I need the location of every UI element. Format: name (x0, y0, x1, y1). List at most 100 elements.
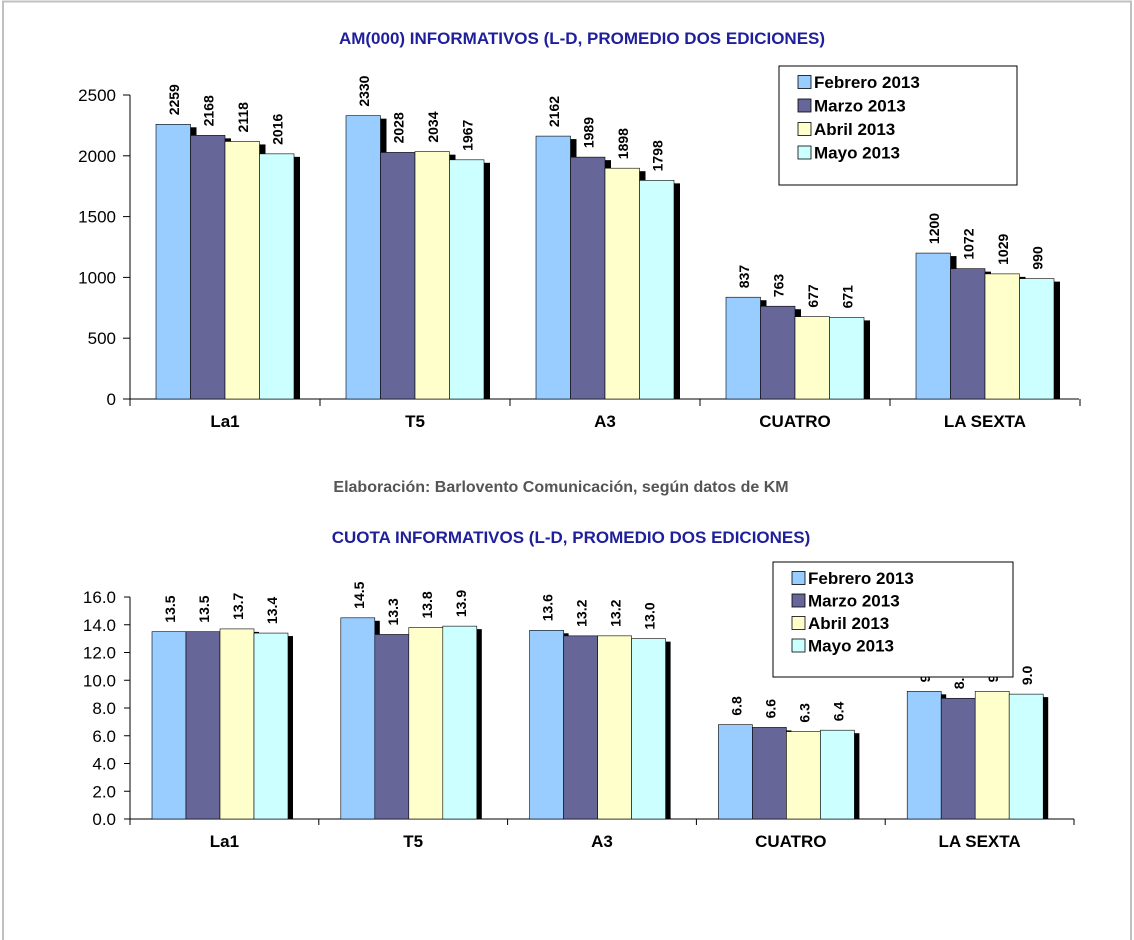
share-data-label: 13.2 (608, 599, 624, 626)
audience-data-label: 837 (736, 265, 752, 289)
audience-legend-box (778, 65, 1018, 186)
share-bar (718, 724, 753, 820)
audience-bar (725, 296, 761, 400)
share-data-label: 13.5 (162, 595, 178, 622)
share-y-tick-label: 8.0 (92, 699, 116, 718)
audience-legend-label: Marzo 2013 (814, 97, 906, 116)
audience-data-label: 2034 (425, 111, 441, 142)
share-y-tick-label: 12.0 (83, 644, 116, 663)
share-legend-swatch (791, 638, 806, 653)
audience-bar (829, 317, 865, 400)
audience-data-label: 1200 (926, 213, 942, 244)
share-chart-title: CUOTA INFORMATIVOS (L-D, PROMEDIO DOS ED… (332, 528, 811, 547)
share-legend: Febrero 2013 Marzo 2013 Abril 2013 Mayo 201… (772, 561, 1014, 678)
share-data-label: 13.4 (264, 597, 280, 624)
audience-legend-swatch (797, 98, 812, 113)
audience-chart: AM(000) INFORMATIVOS (L-D, PROMEDIO DOS … (78, 29, 1081, 431)
audience-bar (570, 156, 606, 400)
audience-category-label: LA SEXTA (944, 412, 1026, 431)
audience-bar (535, 135, 571, 400)
share-data-label: 14.5 (351, 581, 367, 608)
share-data-label: 6.6 (762, 699, 778, 719)
audience-legend-swatch (797, 75, 812, 89)
share-category-label: LA SEXTA (939, 832, 1021, 851)
share-legend-label: Abril 2013 (808, 614, 889, 633)
share-bar (631, 638, 666, 820)
audience-bar (639, 180, 675, 400)
share-data-label: 6.4 (830, 702, 846, 722)
audience-bars (155, 115, 1060, 400)
share-bar (219, 628, 255, 820)
share-y-tick-label: 6.0 (92, 727, 116, 746)
audience-legend-label: Mayo 2013 (814, 144, 900, 163)
share-bar (563, 635, 598, 820)
share-bar (408, 627, 444, 820)
share-bar (374, 634, 410, 820)
audience-bar (414, 151, 450, 400)
audience-data-label: 2168 (201, 95, 217, 126)
audience-y-tick-label: 2500 (78, 86, 116, 105)
share-category-label: A3 (591, 832, 613, 851)
audience-data-label: 2028 (391, 112, 407, 143)
audience-data-label: 1967 (460, 119, 476, 150)
audience-bar (1019, 278, 1055, 400)
audience-legend-label: Febrero 2013 (814, 73, 920, 92)
share-data-label: 13.9 (453, 590, 469, 617)
audience-category-label: A3 (594, 412, 616, 431)
share-bar (1008, 693, 1044, 820)
audience-data-label: 2330 (356, 75, 372, 106)
audience-bar (915, 252, 951, 400)
share-bar (151, 631, 187, 820)
audience-data-label: 990 (1030, 246, 1046, 270)
audience-data-label: 2016 (270, 113, 286, 144)
audience-category-label: CUATRO (759, 412, 830, 431)
audience-y-tick-label: 2000 (78, 147, 116, 166)
share-category-labels: La1 T5 A3 CUATRO LA SEXTA (210, 832, 1021, 851)
audience-bar (190, 135, 226, 400)
share-bar (752, 727, 787, 820)
audience-bar (155, 124, 191, 400)
share-legend-label: Febrero 2013 (808, 569, 914, 588)
audience-data-label: 677 (805, 284, 821, 308)
share-data-label: 13.2 (574, 599, 590, 626)
audience-bar (950, 268, 986, 400)
share-bar (442, 625, 478, 820)
share-bar (786, 731, 821, 820)
share-y-tick-label: 14.0 (83, 616, 116, 635)
audience-bar (984, 273, 1020, 400)
share-bar (974, 691, 1010, 820)
audience-y-tick-label: 1000 (78, 268, 116, 287)
audience-bar (259, 153, 295, 400)
share-legend-label: Mayo 2013 (808, 637, 894, 656)
share-legend-swatch (791, 593, 806, 608)
share-data-label: 9.0 (1019, 665, 1035, 685)
share-y-tick-label: 10.0 (83, 671, 116, 690)
audience-data-label: 763 (771, 274, 787, 298)
audience-data-label: 2118 (235, 102, 251, 133)
audience-chart-title: AM(000) INFORMATIVOS (L-D, PROMEDIO DOS … (339, 29, 825, 48)
audience-data-label: 2162 (546, 96, 562, 127)
share-legend-swatch (791, 571, 806, 585)
audience-data-label: 1989 (581, 117, 597, 148)
share-data-label: 13.0 (642, 602, 658, 629)
audience-bar (604, 167, 640, 400)
audience-legend: Febrero 2013 Marzo 2013 Abril 2013 Mayo 201… (778, 65, 1018, 186)
share-y-tick-label: 16.0 (83, 588, 116, 607)
share-legend-swatch (791, 616, 806, 630)
share-bar (597, 635, 632, 820)
share-category-label: CUATRO (755, 832, 826, 851)
share-category-label: T5 (403, 832, 423, 851)
audience-data-label: 1029 (995, 234, 1011, 265)
audience-category-label: La1 (210, 412, 239, 431)
audience-category-label: T5 (405, 412, 425, 431)
share-category-label: La1 (210, 832, 239, 851)
share-data-label: 13.5 (196, 595, 212, 622)
share-y-tick-label: 2.0 (92, 782, 116, 801)
audience-data-label: 1798 (650, 140, 666, 171)
audience-data-label: 671 (840, 285, 856, 309)
share-data-label: 6.3 (796, 703, 812, 723)
source-note: Elaboración: Barlovento Comunicación, se… (333, 479, 788, 496)
share-data-label: 13.7 (230, 592, 246, 619)
